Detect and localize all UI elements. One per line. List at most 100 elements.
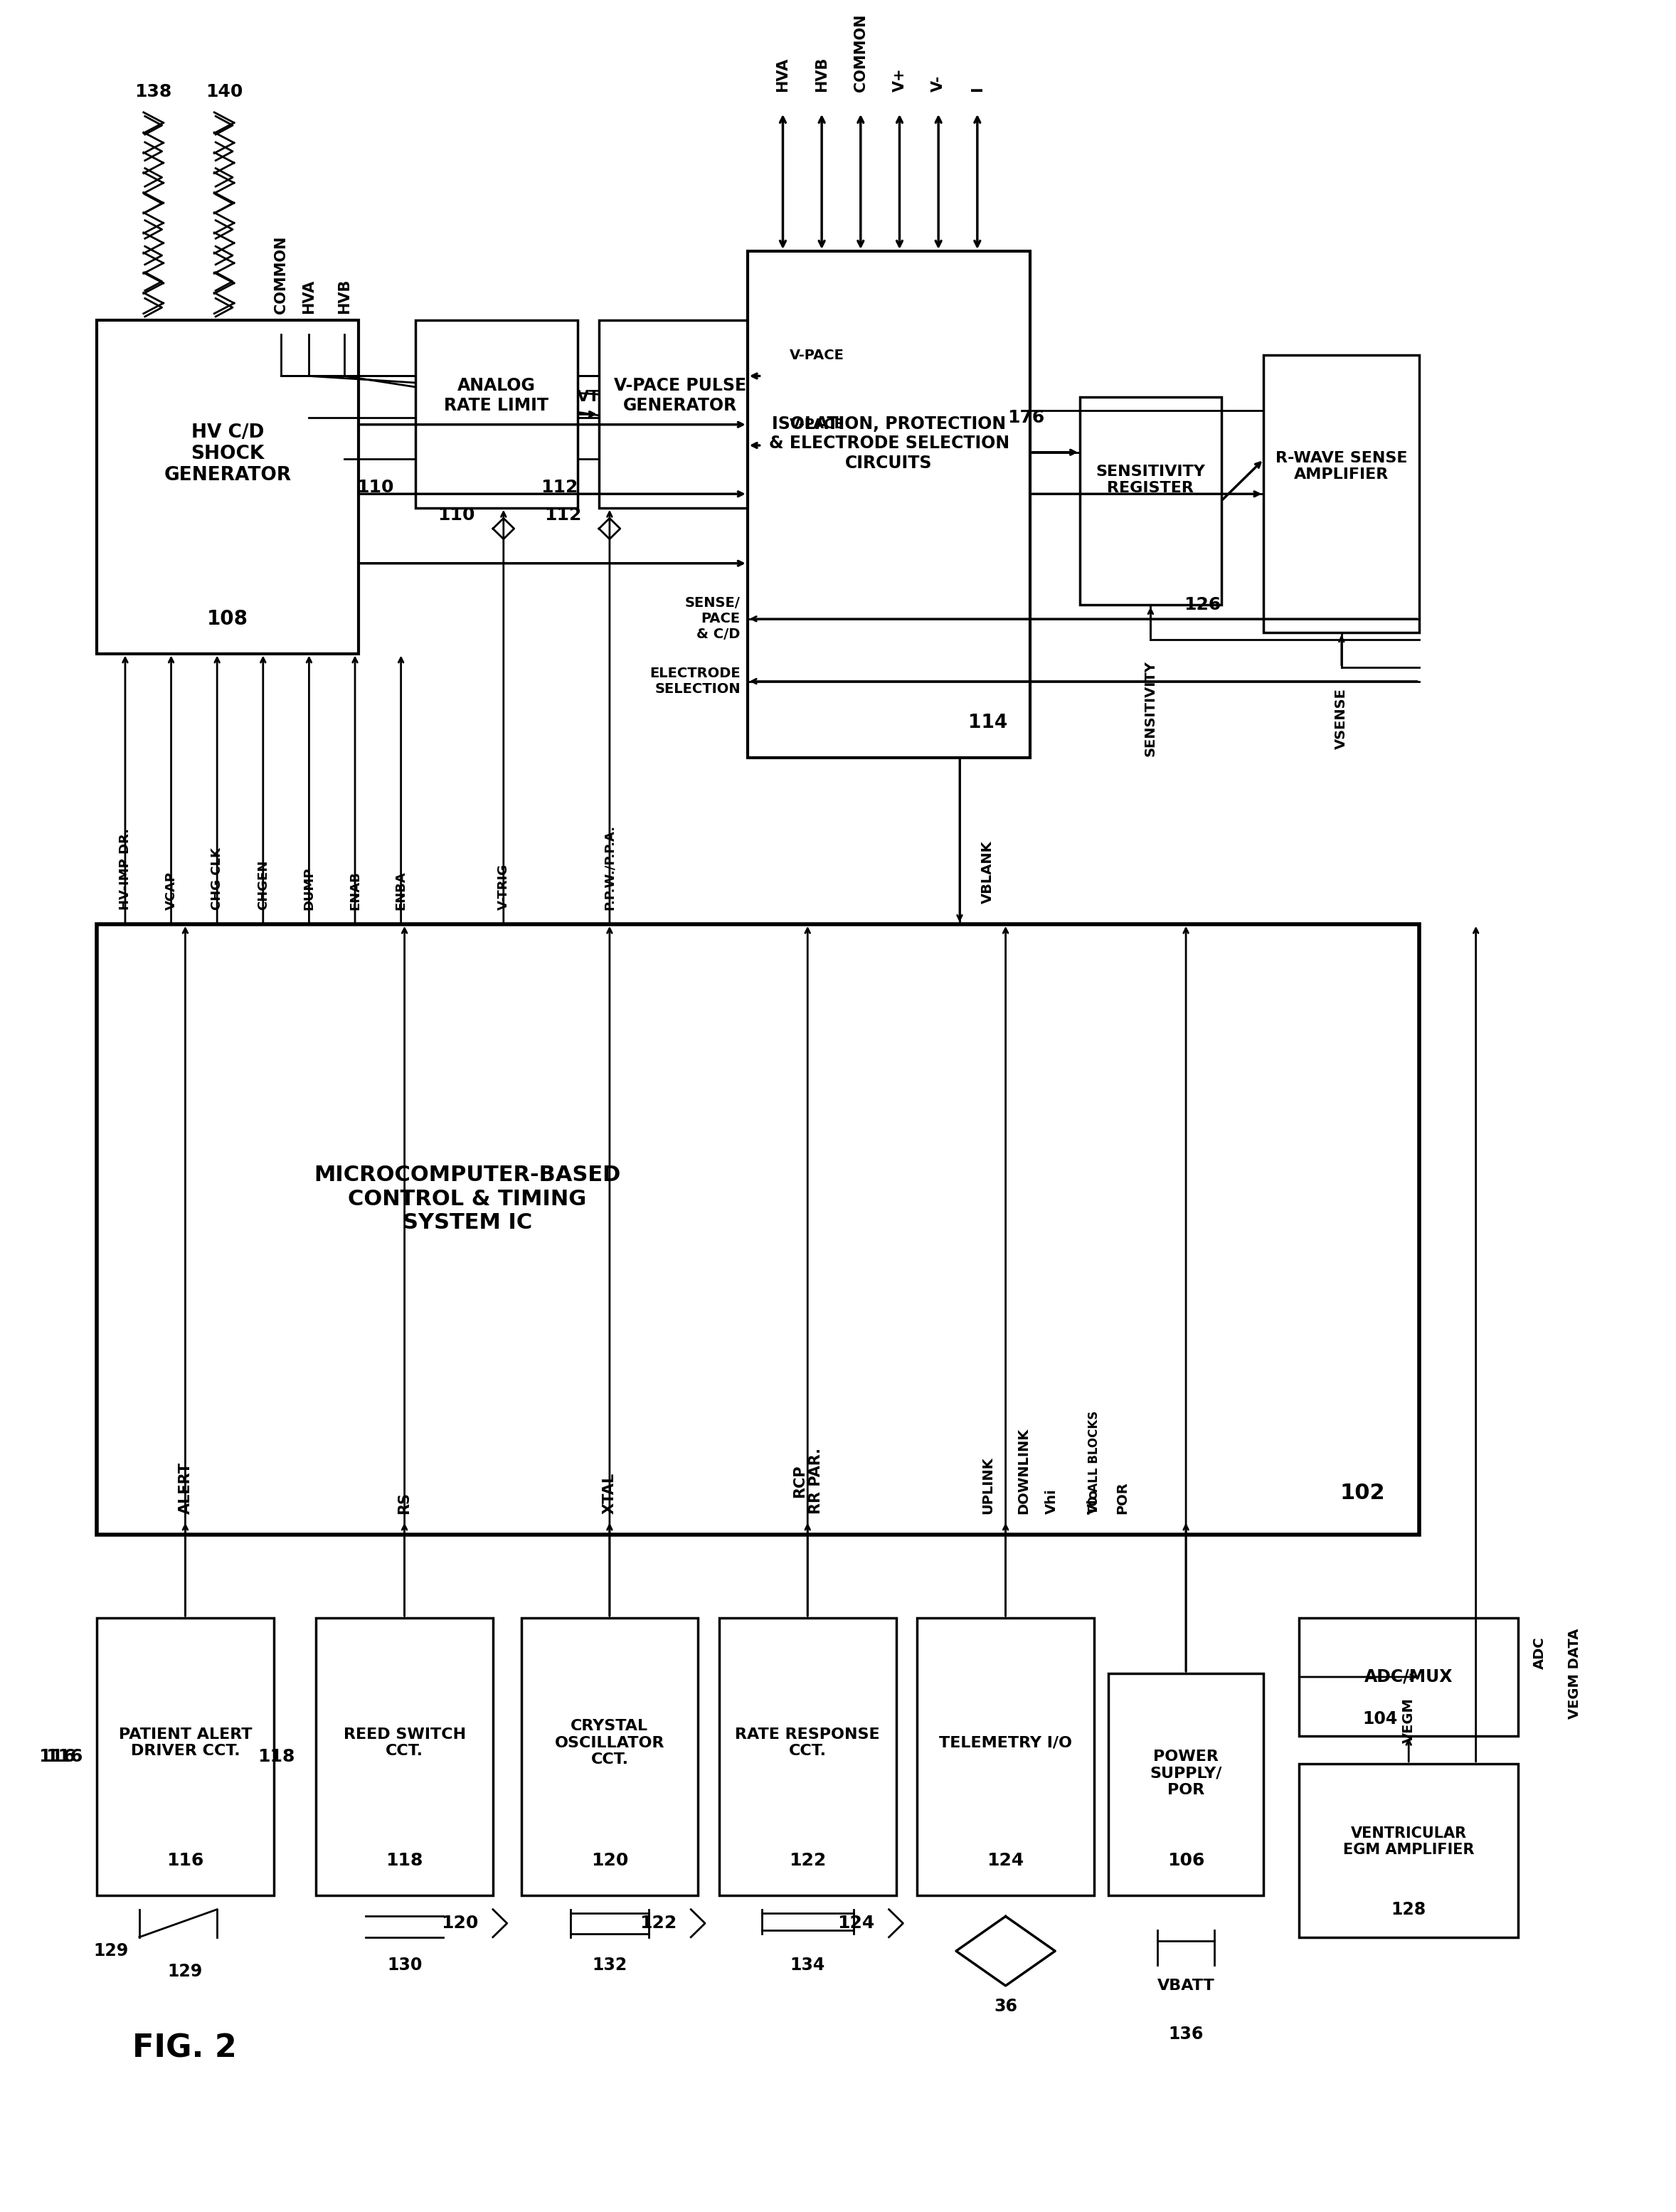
Text: XTAL: XTAL: [602, 1473, 617, 1513]
Text: 102: 102: [1341, 1482, 1386, 1504]
Bar: [521, 1617, 697, 1896]
Text: 108: 108: [208, 608, 248, 628]
Text: V-PACE PULSE
GENERATOR: V-PACE PULSE GENERATOR: [613, 376, 746, 414]
Text: V+: V+: [892, 69, 907, 91]
Bar: [416, 321, 578, 509]
Text: 122: 122: [640, 1916, 677, 1931]
Text: P.P.W./P.P.A.: P.P.W./P.P.A.: [603, 825, 617, 911]
Text: HVA: HVA: [302, 279, 317, 314]
Text: HVB: HVB: [337, 279, 352, 314]
Text: 136: 136: [1168, 2026, 1203, 2044]
Text: Vlo: Vlo: [1088, 1489, 1101, 1513]
Text: 126: 126: [1185, 597, 1222, 613]
Text: V-PACE: V-PACE: [789, 349, 845, 363]
Text: 138: 138: [134, 84, 173, 100]
Text: 116: 116: [39, 1747, 75, 1765]
Bar: [1299, 1617, 1518, 1736]
Text: 124: 124: [838, 1916, 875, 1931]
Text: ENAB: ENAB: [349, 872, 362, 911]
Text: VT: VT: [577, 389, 600, 405]
Text: POR: POR: [1116, 1482, 1130, 1513]
Text: VEGM DATA: VEGM DATA: [1569, 1628, 1582, 1719]
Text: R-WAVE SENSE
AMPLIFIER: R-WAVE SENSE AMPLIFIER: [1275, 451, 1408, 482]
Text: UPLINK: UPLINK: [980, 1455, 994, 1513]
Text: RS: RS: [397, 1491, 412, 1513]
Text: 129: 129: [168, 1964, 203, 1980]
Text: V-PACE: V-PACE: [789, 418, 845, 431]
Text: 106: 106: [1166, 1851, 1205, 1869]
Text: DUMP: DUMP: [303, 867, 315, 911]
Text: COMMON: COMMON: [853, 13, 868, 91]
Bar: [1079, 396, 1222, 604]
Text: 36: 36: [994, 1997, 1017, 2015]
Bar: [719, 1617, 897, 1896]
Text: 114: 114: [969, 714, 1007, 732]
Text: REED SWITCH
CCT.: REED SWITCH CCT.: [344, 1728, 466, 1759]
Text: 118: 118: [385, 1851, 422, 1869]
Text: VCAP: VCAP: [164, 872, 178, 911]
Text: 129: 129: [94, 1942, 129, 1960]
Text: 116: 116: [45, 1747, 82, 1765]
Text: POWER
SUPPLY/
POR: POWER SUPPLY/ POR: [1150, 1750, 1222, 1796]
Text: ISOLATION, PROTECTION
& ELECTRODE SELECTION
CIRCUITS: ISOLATION, PROTECTION & ELECTRODE SELECT…: [769, 416, 1009, 471]
Text: VBLANK: VBLANK: [980, 841, 994, 902]
Text: VSENSE: VSENSE: [1334, 688, 1348, 750]
Text: 112: 112: [540, 478, 578, 495]
Text: ADC: ADC: [1534, 1637, 1547, 1668]
Bar: [598, 321, 761, 509]
Text: RCP
RR PAR.: RCP RR PAR.: [793, 1447, 823, 1513]
Bar: [1299, 1763, 1518, 1938]
Text: 110: 110: [357, 478, 394, 495]
Bar: [317, 1617, 493, 1896]
Text: 122: 122: [789, 1851, 826, 1869]
Text: 130: 130: [387, 1955, 422, 1973]
Bar: [1264, 356, 1420, 633]
Text: MICROCOMPUTER-BASED
CONTROL & TIMING
SYSTEM IC: MICROCOMPUTER-BASED CONTROL & TIMING SYS…: [313, 1166, 620, 1232]
Bar: [97, 925, 1420, 1535]
Text: ALERT: ALERT: [178, 1462, 193, 1513]
Text: 132: 132: [592, 1955, 627, 1973]
Text: 124: 124: [987, 1851, 1024, 1869]
Text: CHG CLK: CHG CLK: [211, 847, 223, 911]
Text: HVB: HVB: [815, 55, 830, 91]
Text: 116: 116: [166, 1851, 204, 1869]
Text: TO ALL BLOCKS: TO ALL BLOCKS: [1088, 1411, 1101, 1513]
Text: 110: 110: [437, 507, 476, 524]
Bar: [97, 1617, 273, 1896]
Text: SENSITIVITY
REGISTER: SENSITIVITY REGISTER: [1096, 465, 1205, 495]
Text: VBATT: VBATT: [1156, 1978, 1215, 1993]
Text: SENSE/
PACE
& C/D: SENSE/ PACE & C/D: [685, 597, 741, 641]
Text: 120: 120: [592, 1851, 628, 1869]
Text: 176: 176: [1007, 409, 1044, 427]
Text: 112: 112: [545, 507, 582, 524]
Text: Vhi: Vhi: [1044, 1489, 1058, 1513]
Text: FIG. 2: FIG. 2: [132, 2033, 236, 2064]
Bar: [747, 252, 1031, 759]
Text: V-: V-: [932, 75, 945, 91]
Text: SENSITIVITY: SENSITIVITY: [1143, 661, 1158, 757]
Text: 120: 120: [441, 1916, 479, 1931]
Text: 104: 104: [1363, 1710, 1398, 1728]
Text: V-TRIG: V-TRIG: [498, 865, 510, 911]
Text: RATE RESPONSE
CCT.: RATE RESPONSE CCT.: [736, 1728, 880, 1759]
Text: ADC/MUX: ADC/MUX: [1364, 1668, 1453, 1686]
Text: 140: 140: [206, 84, 243, 100]
Text: CRYSTAL
OSCILLATOR
CCT.: CRYSTAL OSCILLATOR CCT.: [555, 1719, 665, 1767]
Text: TELEMETRY I/O: TELEMETRY I/O: [939, 1736, 1073, 1750]
Text: VEGM: VEGM: [1401, 1697, 1416, 1743]
Text: 134: 134: [789, 1955, 825, 1973]
Text: 128: 128: [1391, 1900, 1426, 1918]
Text: HVA: HVA: [776, 58, 789, 91]
Text: PATIENT ALERT
DRIVER CCT.: PATIENT ALERT DRIVER CCT.: [119, 1728, 251, 1759]
Text: ELECTRODE
SELECTION: ELECTRODE SELECTION: [650, 666, 741, 697]
Text: CHGEN: CHGEN: [256, 860, 270, 911]
Bar: [97, 321, 359, 653]
Text: 118: 118: [258, 1747, 295, 1765]
Text: HV C/D
SHOCK
GENERATOR: HV C/D SHOCK GENERATOR: [164, 422, 292, 484]
Text: I: I: [970, 86, 984, 91]
Text: VENTRICULAR
EGM AMPLIFIER: VENTRICULAR EGM AMPLIFIER: [1342, 1827, 1475, 1858]
Text: COMMON: COMMON: [273, 237, 288, 314]
Text: DOWNLINK: DOWNLINK: [1017, 1427, 1031, 1513]
Text: HV-IMP DR.: HV-IMP DR.: [119, 830, 131, 911]
Bar: [1108, 1674, 1264, 1896]
